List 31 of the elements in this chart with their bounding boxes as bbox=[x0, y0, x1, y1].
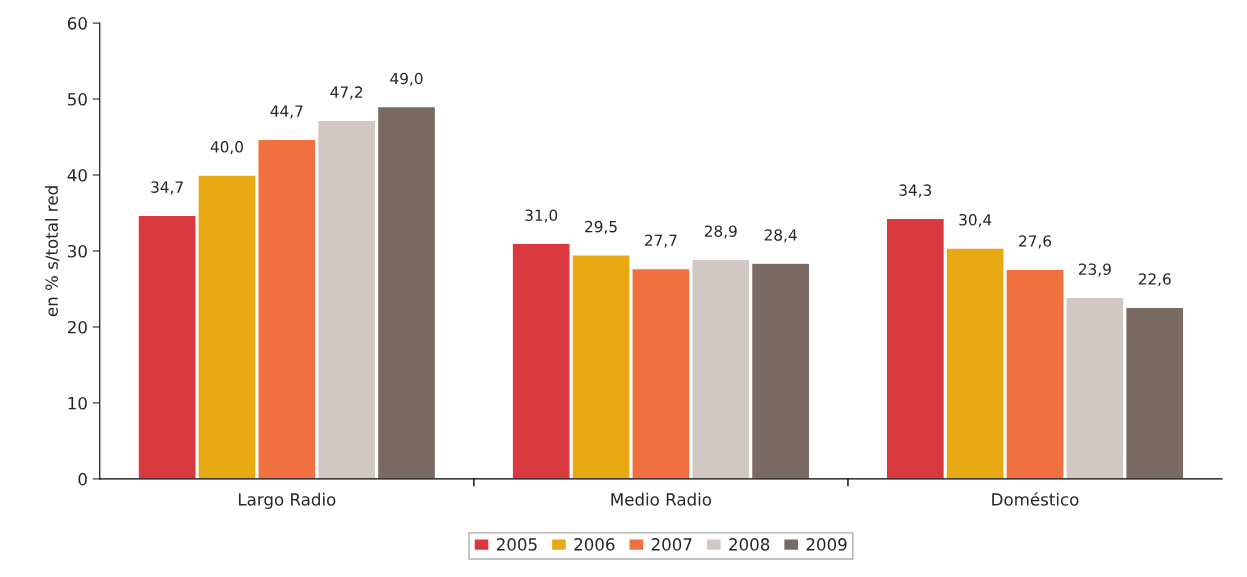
data-label: 34,7 bbox=[151, 181, 183, 195]
legend-label: 2005 bbox=[496, 538, 537, 551]
data-label: 49,0 bbox=[390, 72, 423, 86]
y-tick-label: 50 bbox=[68, 93, 87, 106]
x-tick-label: Medio Radio bbox=[611, 492, 712, 506]
y-tick-label: 20 bbox=[67, 320, 87, 334]
data-label: 40,0 bbox=[210, 141, 243, 155]
x-tick-label: Doméstico bbox=[992, 492, 1079, 506]
y-tick-label: 60 bbox=[67, 17, 87, 30]
data-label: 44,7 bbox=[270, 105, 303, 119]
data-label: 31,0 bbox=[525, 209, 558, 223]
legend-label: 2007 bbox=[651, 538, 692, 551]
y-axis-title: en % s/total red bbox=[45, 186, 60, 317]
y-tick-label: 10 bbox=[68, 396, 87, 410]
data-label: 29,5 bbox=[585, 220, 617, 234]
y-tick-label: 40 bbox=[67, 168, 87, 182]
data-label: 47,2 bbox=[330, 86, 363, 100]
data-label: 30,4 bbox=[959, 214, 992, 228]
data-label: 34,3 bbox=[899, 184, 932, 198]
data-label: 23,9 bbox=[1078, 263, 1111, 277]
y-tick-label: 0 bbox=[78, 472, 87, 486]
legend-label: 2006 bbox=[574, 538, 615, 551]
data-label: 27,7 bbox=[645, 234, 677, 248]
legend-label: 2009 bbox=[806, 538, 847, 551]
y-tick-label: 30 bbox=[68, 244, 87, 258]
data-label: 27,6 bbox=[1019, 235, 1052, 249]
legend-label: 2008 bbox=[729, 538, 770, 551]
data-label: 28,4 bbox=[764, 229, 797, 243]
data-label: 22,6 bbox=[1138, 273, 1171, 287]
x-tick-label: Largo Radio bbox=[238, 492, 336, 509]
data-label: 28,9 bbox=[704, 225, 737, 239]
